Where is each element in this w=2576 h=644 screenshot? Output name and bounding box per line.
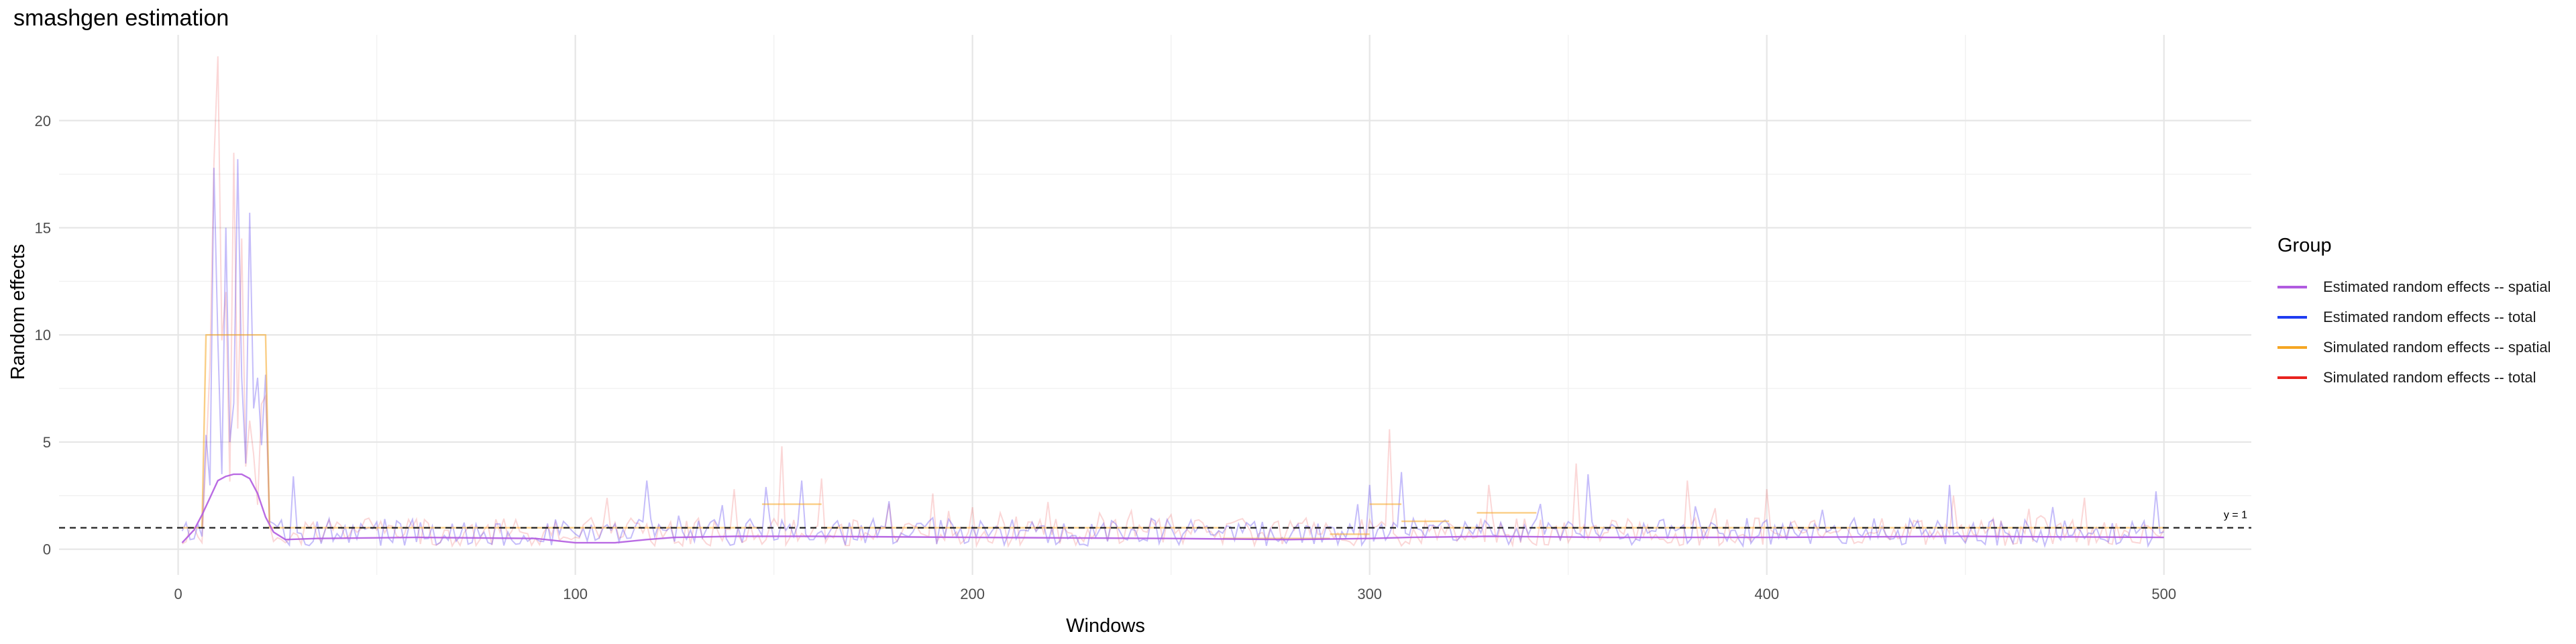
legend-key-simulated-total	[2277, 376, 2307, 379]
x-tick-label: 0	[174, 586, 182, 602]
grid-minor	[59, 35, 2251, 575]
legend-item-estimated-total: Estimated random effects -- total	[2277, 302, 2551, 332]
legend-key-estimated-total	[2277, 315, 2307, 319]
y-tick-label: 10	[35, 327, 51, 343]
legend-label: Simulated random effects -- spatial	[2323, 338, 2551, 356]
series-line-simulated-random-effects-total	[182, 56, 2165, 549]
legend: Group Estimated random effects -- spatia…	[2277, 235, 2551, 392]
x-tick-label: 200	[960, 586, 985, 602]
chart-title: smashgen estimation	[13, 5, 229, 31]
x-tick-label: 300	[1357, 586, 1382, 602]
legend-item-simulated-spatial: Simulated random effects -- spatial	[2277, 332, 2551, 362]
reference-line-group: y = 1	[59, 510, 2251, 529]
x-tick-label: 500	[2151, 586, 2176, 602]
x-axis-title: Windows	[1066, 615, 1145, 637]
y-tick-labels: 0 5 10 15 20	[35, 113, 51, 558]
grid-major	[59, 35, 2251, 575]
legend-item-simulated-total: Simulated random effects -- total	[2277, 362, 2551, 392]
y-tick-label: 5	[43, 434, 51, 451]
series-smooth-group	[181, 473, 2164, 544]
x-tick-label: 400	[1754, 586, 1779, 602]
legend-label: Estimated random effects -- total	[2323, 308, 2536, 325]
x-tick-labels: 0 100 200 300 400 500	[174, 586, 2176, 602]
legend-key-estimated-spatial	[2277, 285, 2307, 288]
series-line-estimated-random-effects-spatial	[181, 473, 2164, 544]
y-axis-title: Random effects	[7, 244, 29, 380]
legend-title: Group	[2277, 235, 2332, 256]
series-noisy-group	[181, 56, 2165, 549]
legend-key-simulated-spatial	[2277, 345, 2307, 349]
series-line-simulated-random-effects-spatial	[182, 334, 762, 529]
reference-line-label: y = 1	[2224, 510, 2247, 521]
y-tick-label: 20	[35, 113, 51, 129]
series-step-group	[182, 334, 2164, 539]
x-tick-label: 100	[563, 586, 588, 602]
y-tick-label: 15	[35, 220, 51, 237]
legend-label: Simulated random effects -- total	[2323, 368, 2536, 386]
legend-label: Estimated random effects -- spatial	[2323, 278, 2551, 295]
series-line-estimated-random-effects-total	[181, 159, 2165, 548]
legend-item-estimated-spatial: Estimated random effects -- spatial	[2277, 272, 2551, 302]
y-tick-label: 0	[43, 541, 51, 558]
